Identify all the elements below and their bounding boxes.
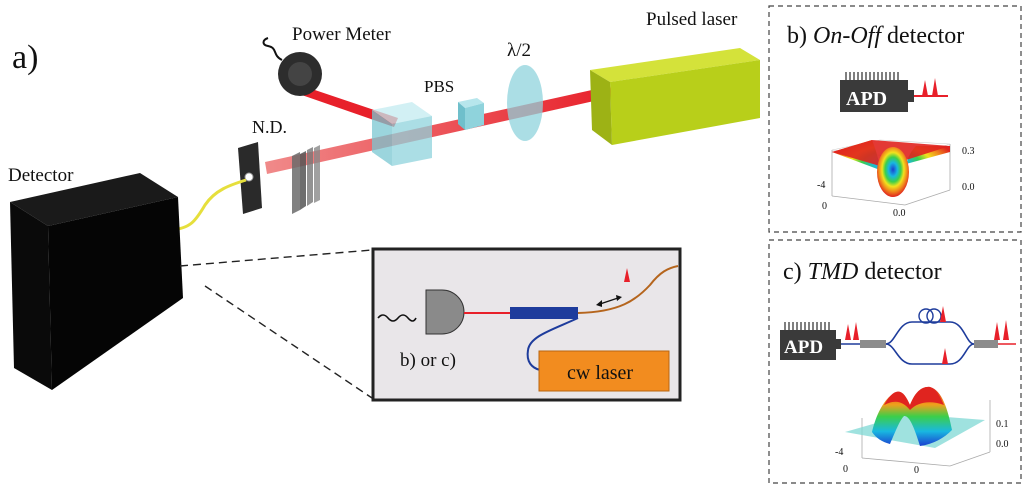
panel-b-z-tick-high: 0.3 xyxy=(962,146,975,157)
panel-b-z-tick-low: 0.0 xyxy=(962,182,975,193)
panel-c-x-tick-neg: -4 xyxy=(835,447,843,458)
panel-c-prefix: c) xyxy=(783,259,808,285)
panel-b-suffix: detector xyxy=(881,23,964,49)
inset-choice-label: b) or c) xyxy=(400,350,456,371)
panel-c-title: c) TMD detector xyxy=(783,259,942,285)
power-meter-label: Power Meter xyxy=(292,24,391,45)
nd-label: N.D. xyxy=(252,117,287,137)
panel-b-prefix: b) xyxy=(787,23,813,49)
panel-c-border xyxy=(768,239,1022,484)
fiber-mount xyxy=(238,142,262,214)
panel-b-y-tick: 0.0 xyxy=(893,208,906,219)
panel-a-label: a) xyxy=(12,39,38,76)
panel-b-name: On-Off xyxy=(813,23,884,49)
pbs-cube xyxy=(458,98,484,130)
tmd-interferometer xyxy=(841,306,1016,365)
panel-b-x-tick-neg: -4 xyxy=(817,180,825,191)
panel-c-apd-label: APD xyxy=(784,337,823,358)
panel-c-apd xyxy=(780,322,841,360)
panel-c-suffix: detector xyxy=(858,259,941,285)
nd-filters xyxy=(292,145,320,214)
half-wave-label: λ/2 xyxy=(507,40,531,61)
panel-c: c) TMD detector APD xyxy=(768,239,1022,484)
half-wave-plate xyxy=(507,65,543,141)
power-meter xyxy=(262,37,322,96)
panel-b: b) On-Off detector APD xyxy=(768,5,1022,233)
panel-b-x-tick-zero: 0 xyxy=(822,201,827,212)
detector-label: Detector xyxy=(8,165,74,186)
zoom-line-bottom xyxy=(204,285,373,399)
panel-c-surface-plot xyxy=(845,386,991,467)
panel-c-y-tick: 0 xyxy=(914,465,919,476)
panel-b-title: b) On-Off detector xyxy=(787,23,964,49)
inset-box xyxy=(371,247,682,402)
panel-a: a) Pulsed laser λ/2 PBS xyxy=(8,9,760,402)
panel-b-apd-label: APD xyxy=(846,88,887,110)
pulsed-laser xyxy=(590,48,760,145)
panel-c-z-tick-low: 0.0 xyxy=(996,439,1009,450)
panel-c-x-tick-zero: 0 xyxy=(843,464,848,475)
panel-b-surface-plot xyxy=(831,139,951,206)
panel-b-border xyxy=(768,5,1022,233)
panel-c-name: TMD xyxy=(808,259,859,285)
pbs-label: PBS xyxy=(424,77,454,96)
zoom-line-top xyxy=(179,249,373,267)
panel-b-apd xyxy=(840,72,948,112)
cw-laser-label: cw laser xyxy=(567,362,633,384)
yellow-fiber xyxy=(171,178,247,232)
panel-c-z-tick-high: 0.1 xyxy=(996,419,1009,430)
pulsed-laser-label: Pulsed laser xyxy=(646,9,738,30)
beamsplitter-cube xyxy=(372,102,432,166)
detector-box xyxy=(10,173,183,390)
